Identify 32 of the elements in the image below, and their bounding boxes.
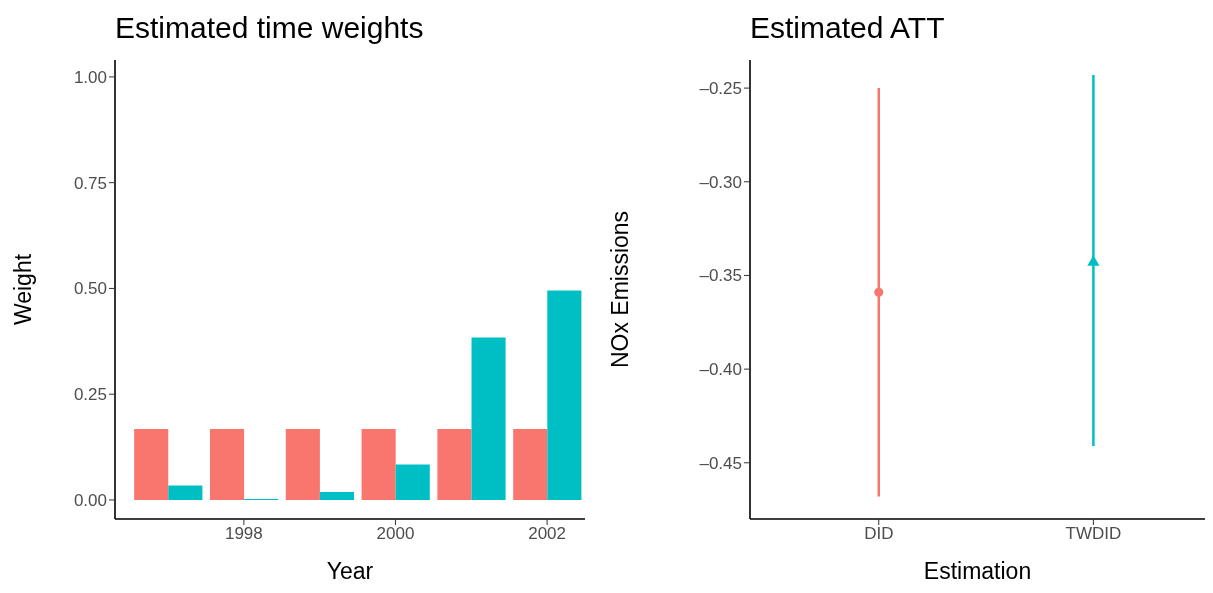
y-tick-label: –0.30 xyxy=(699,172,742,192)
x-tick-label: TWDID xyxy=(1065,524,1122,544)
chart-title: Estimated ATT xyxy=(749,10,946,46)
y-axis-title: Weight xyxy=(10,253,37,326)
bar xyxy=(134,428,169,500)
y-tick-label: –0.40 xyxy=(699,360,742,380)
y-tick-label: 0.25 xyxy=(73,385,107,405)
x-tick-label: 1998 xyxy=(224,524,263,544)
y-tick-label: 1.00 xyxy=(73,67,107,87)
y-tick-label: 0.75 xyxy=(73,173,107,193)
x-tick-label: 2000 xyxy=(376,524,415,544)
bar xyxy=(285,428,320,500)
y-tick-label: –0.25 xyxy=(699,79,742,99)
bar xyxy=(437,428,472,500)
chart-title: Estimated time weights xyxy=(114,10,425,46)
bar xyxy=(547,290,582,500)
y-tick-label: –0.45 xyxy=(699,453,742,473)
bar xyxy=(209,428,245,500)
bar xyxy=(395,464,430,500)
x-tick-label: 2002 xyxy=(528,524,567,544)
bar xyxy=(513,428,548,500)
y-tick-label: 0.00 xyxy=(73,491,107,510)
bar xyxy=(471,337,506,500)
x-axis-title: Estimation xyxy=(923,558,1032,584)
y-axis-title: NOx Emissions xyxy=(607,210,634,369)
y-tick-label: 0.50 xyxy=(73,279,107,299)
bar xyxy=(361,428,396,500)
y-tick-label: –0.35 xyxy=(699,266,742,286)
bar xyxy=(168,485,203,500)
x-tick-label: DID xyxy=(864,524,894,544)
bar xyxy=(319,491,354,500)
x-axis-title: Year xyxy=(326,558,374,584)
